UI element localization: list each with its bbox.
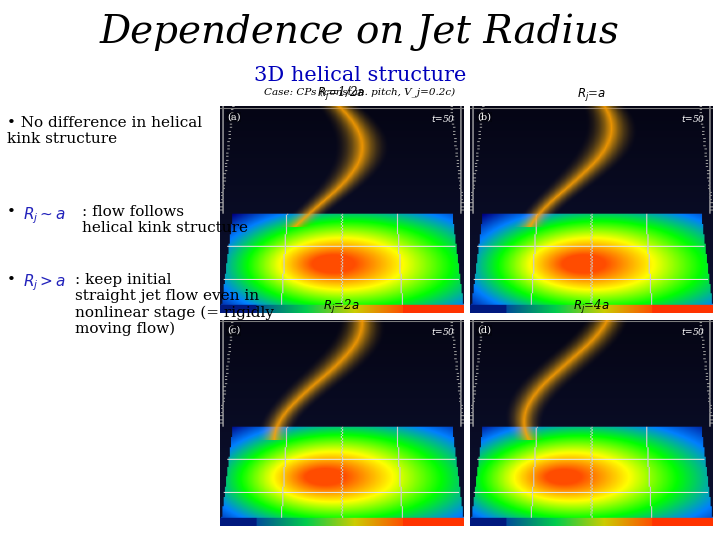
Text: •: • [7, 205, 21, 219]
Text: (b): (b) [477, 112, 491, 122]
Text: $t$=50: $t$=50 [681, 112, 706, 124]
Text: $R_j$=$a$: $R_j$=$a$ [577, 86, 606, 103]
Text: $t$=50: $t$=50 [431, 326, 455, 337]
Text: Dependence on Jet Radius: Dependence on Jet Radius [100, 14, 620, 51]
Text: $R_j$=2$a$: $R_j$=2$a$ [323, 299, 359, 316]
Text: Case: CPs (constan. pitch, V_j=0.2c): Case: CPs (constan. pitch, V_j=0.2c) [264, 87, 456, 97]
Text: $R_j$=4$a$: $R_j$=4$a$ [573, 299, 610, 316]
Text: (c): (c) [227, 326, 240, 335]
Text: $R_j\sim a$: $R_j\sim a$ [23, 205, 66, 226]
Text: 3D helical structure: 3D helical structure [254, 66, 466, 85]
Text: (a): (a) [227, 112, 240, 122]
Text: $R_j$=1/2$a$: $R_j$=1/2$a$ [317, 85, 365, 103]
Text: $t$=50: $t$=50 [681, 326, 706, 337]
Text: $t$=50: $t$=50 [431, 112, 455, 124]
Text: • No difference in helical
kink structure: • No difference in helical kink structur… [7, 116, 202, 146]
Text: : flow follows
helical kink structure: : flow follows helical kink structure [82, 205, 248, 235]
Text: •: • [7, 273, 21, 287]
Text: (d): (d) [477, 326, 491, 335]
Text: $R_j > a$: $R_j > a$ [23, 273, 66, 293]
Text: : keep initial
straight jet flow even in
nonlinear stage (= rigidly
moving flow): : keep initial straight jet flow even in… [75, 273, 274, 336]
